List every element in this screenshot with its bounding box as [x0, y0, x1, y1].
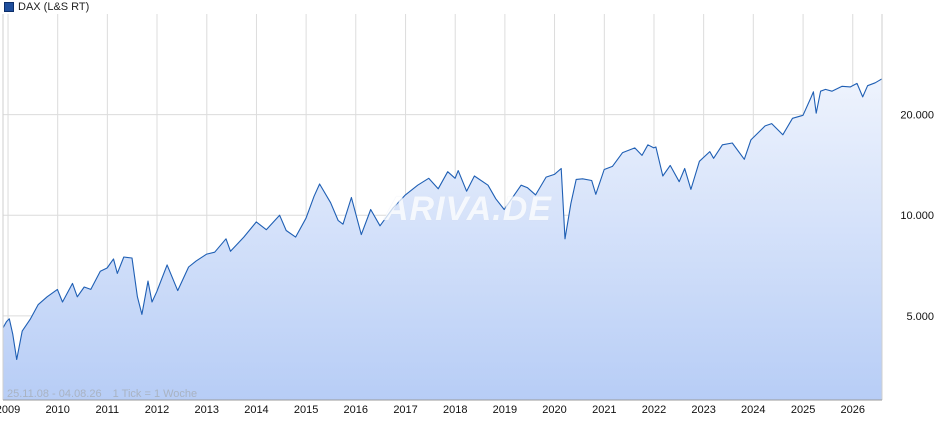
x-tick-label: 2011	[96, 404, 120, 416]
x-tick-label: 2017	[393, 404, 417, 416]
x-tick-label: 2009	[0, 404, 20, 416]
x-axis-ticks: 2009 2010 2011 2012 2013 2014 2015 2016 2017 2018…	[0, 404, 865, 416]
x-tick-label: 2020	[542, 404, 566, 416]
y-axis-ticks: 5.000 10.000 20.000	[900, 110, 934, 323]
x-tick-label: 2012	[145, 404, 169, 416]
x-tick-label: 2016	[344, 404, 368, 416]
x-tick-label: 2024	[741, 404, 765, 416]
plot-frame	[2, 14, 883, 401]
date-range-label: 25.11.08 - 04.08.26	[7, 388, 102, 400]
chart-legend: DAX (L&S RT)	[4, 0, 89, 14]
legend-label: DAX (L&S RT)	[18, 1, 90, 13]
x-tick-label: 2014	[244, 404, 268, 416]
x-tick-label: 2021	[592, 404, 616, 416]
x-tick-label: 2019	[493, 404, 517, 416]
x-tick-label: 2018	[443, 404, 467, 416]
x-tick-label: 2013	[195, 404, 219, 416]
series-line	[2, 78, 883, 361]
x-tick-label: 2026	[841, 404, 865, 416]
legend-swatch	[4, 2, 14, 12]
x-tick-label: 2023	[691, 404, 715, 416]
y-tick-label: 5.000	[906, 311, 934, 323]
tick-interval-label: 1 Tick = 1 Woche	[112, 388, 198, 400]
x-tick-label: 2025	[791, 404, 815, 416]
x-tick-label: 2015	[294, 404, 318, 416]
x-tick-label: 2010	[45, 404, 69, 416]
x-tick-label: 2022	[642, 404, 666, 416]
chart-footer: 25.11.08 - 04.08.26 1 Tick = 1 Woche	[7, 388, 197, 400]
y-tick-label: 10.000	[900, 210, 934, 222]
y-tick-label: 20.000	[900, 110, 934, 122]
series-area-fill	[3, 78, 882, 401]
watermark-logo: ARIVA.DE	[384, 190, 552, 228]
